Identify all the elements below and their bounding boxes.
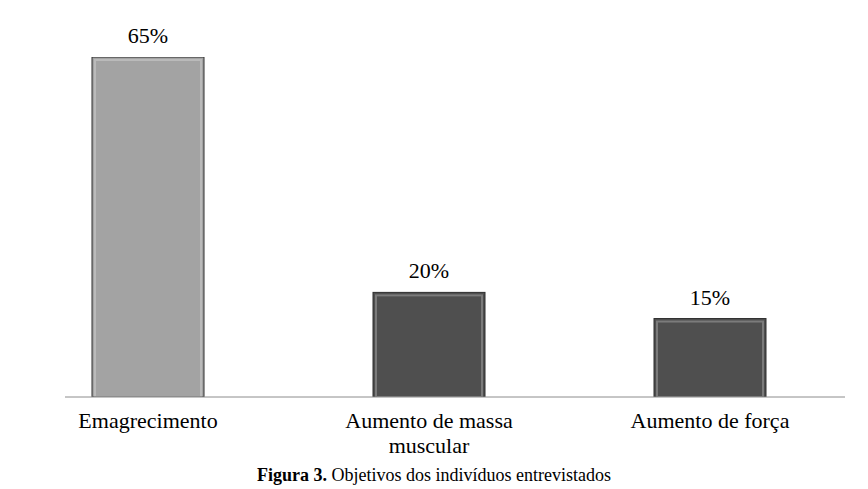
caption: Figura 3. Objetivos dos indivíduos entre… [257,465,611,485]
x-tick-label: Emagrecimento [78,408,217,433]
data-label: 15% [690,285,730,310]
x-tick-label: Aumento de massamuscular [345,408,513,458]
data-label: 65% [128,23,168,48]
bars [92,57,766,397]
x-axis-line [65,397,845,398]
chart-svg: 65% 20% 15% Emagrecimento Aumento de massamu… [0,0,868,489]
bar [373,292,485,397]
bar-bevel [95,60,201,397]
bar [92,57,204,397]
chart-container: 65% 20% 15% Emagrecimento Aumento de massamu… [0,0,868,489]
bar-bevel [657,322,763,397]
x-tick-label: Aumento de força [631,408,790,433]
bar-bevel [376,295,482,397]
bar [654,319,766,397]
data-label: 20% [409,258,449,283]
